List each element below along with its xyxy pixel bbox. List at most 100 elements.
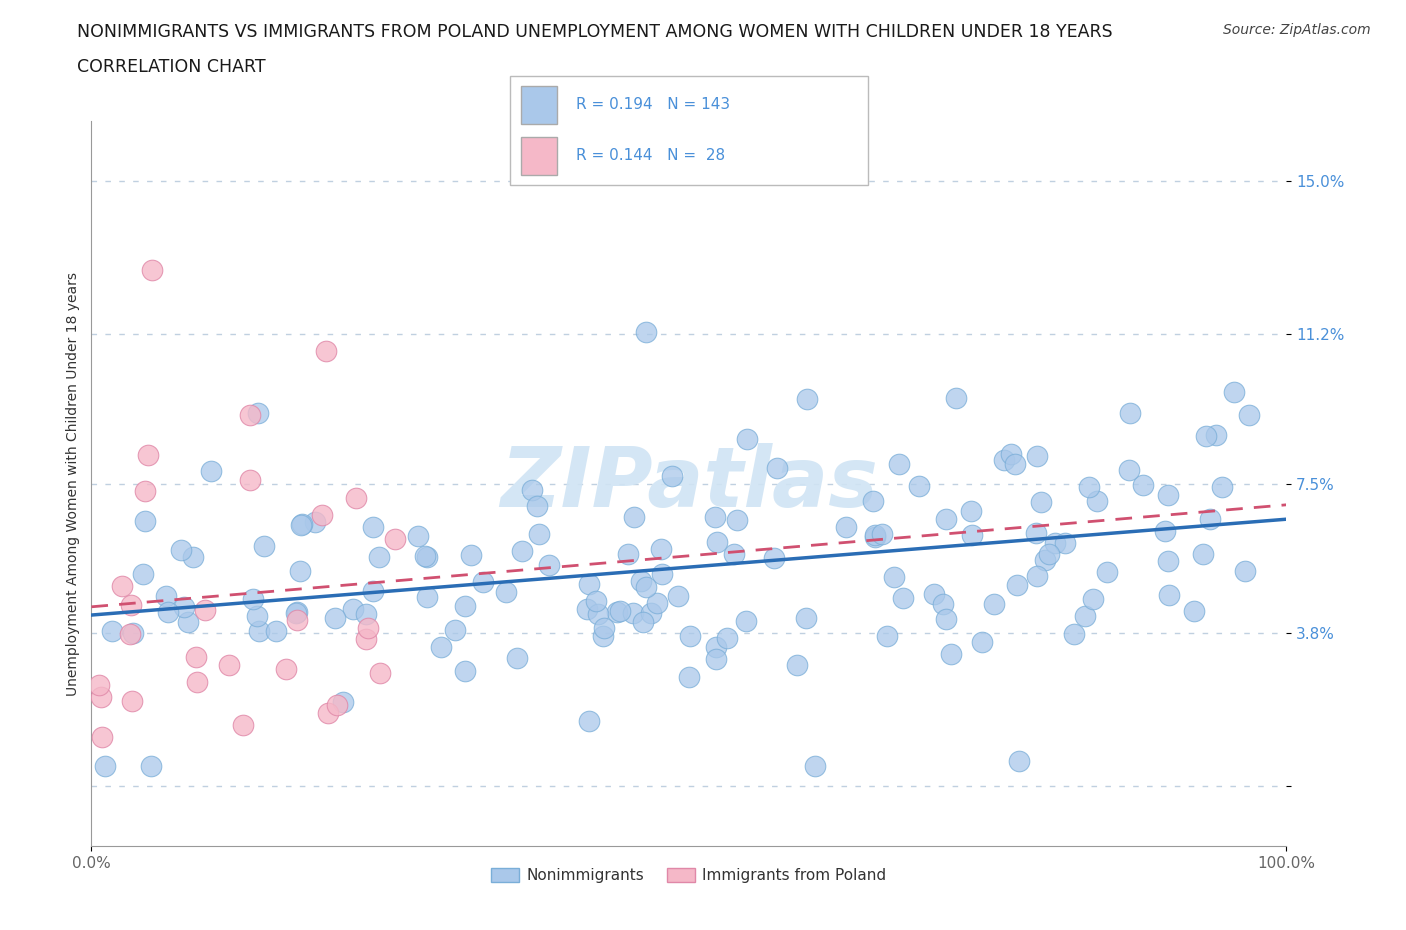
- Point: [1000, 446, 1022, 461]
- Point: [368, 666, 391, 681]
- Point: [239, 472, 262, 487]
- Point: [586, 607, 609, 622]
- Point: [367, 550, 389, 565]
- Point: [650, 542, 672, 557]
- Text: R = 0.194   N = 143: R = 0.194 N = 143: [575, 97, 730, 112]
- Point: [413, 549, 436, 564]
- Point: [169, 542, 191, 557]
- Point: [173, 600, 195, 615]
- Point: [526, 498, 548, 513]
- Text: ZIPatlas: ZIPatlas: [501, 443, 877, 525]
- Point: [762, 551, 785, 565]
- Point: [184, 649, 207, 664]
- Point: [734, 614, 756, 629]
- Point: [804, 758, 827, 773]
- Point: [1063, 627, 1085, 642]
- Point: [606, 604, 628, 619]
- Legend: Nonimmigrants, Immigrants from Poland: Nonimmigrants, Immigrants from Poland: [485, 862, 893, 889]
- Point: [1025, 569, 1047, 584]
- Point: [1004, 457, 1026, 472]
- Point: [576, 602, 599, 617]
- Point: [865, 527, 887, 542]
- Point: [661, 469, 683, 484]
- Point: [415, 550, 437, 565]
- Point: [100, 624, 122, 639]
- Point: [1025, 525, 1047, 540]
- Point: [960, 527, 983, 542]
- Point: [623, 510, 645, 525]
- Point: [134, 484, 156, 498]
- Point: [1005, 578, 1028, 592]
- Point: [651, 566, 673, 581]
- Point: [111, 578, 134, 593]
- Point: [1205, 427, 1227, 442]
- Point: [242, 591, 264, 606]
- Point: [1083, 591, 1105, 606]
- Point: [285, 613, 308, 628]
- Point: [621, 606, 644, 621]
- Point: [1234, 564, 1257, 578]
- Point: [1157, 488, 1180, 503]
- Point: [1045, 535, 1067, 550]
- Point: [1008, 753, 1031, 768]
- Point: [706, 639, 728, 654]
- Point: [247, 623, 270, 638]
- Point: [1157, 587, 1180, 602]
- Point: [706, 535, 728, 550]
- Point: [323, 610, 346, 625]
- Point: [290, 518, 312, 533]
- Point: [155, 588, 177, 603]
- Point: [765, 460, 787, 475]
- Point: [538, 557, 561, 572]
- Point: [1029, 495, 1052, 510]
- Point: [1192, 546, 1215, 561]
- Point: [134, 513, 156, 528]
- Point: [246, 608, 269, 623]
- Point: [232, 718, 254, 733]
- Point: [141, 262, 163, 277]
- Point: [136, 448, 159, 463]
- Point: [311, 508, 333, 523]
- Point: [87, 678, 110, 693]
- Point: [316, 706, 339, 721]
- Point: [361, 520, 384, 535]
- Point: [993, 453, 1015, 468]
- Point: [1095, 565, 1118, 579]
- Point: [640, 605, 662, 620]
- Point: [177, 615, 200, 630]
- Point: [276, 662, 298, 677]
- Point: [495, 585, 517, 600]
- Point: [194, 603, 217, 618]
- Point: [794, 610, 817, 625]
- Point: [609, 604, 631, 618]
- Text: CORRELATION CHART: CORRELATION CHART: [77, 58, 266, 75]
- Point: [454, 598, 477, 613]
- Point: [181, 550, 204, 565]
- Point: [361, 583, 384, 598]
- Point: [907, 479, 929, 494]
- Point: [430, 640, 453, 655]
- Point: [716, 631, 738, 645]
- Point: [939, 646, 962, 661]
- Text: R = 0.144   N =  28: R = 0.144 N = 28: [575, 149, 724, 164]
- Point: [1132, 478, 1154, 493]
- Point: [354, 606, 377, 621]
- Point: [285, 605, 308, 620]
- Point: [935, 512, 957, 527]
- Point: [1237, 408, 1260, 423]
- Point: [891, 591, 914, 605]
- Point: [727, 512, 749, 527]
- Point: [90, 730, 112, 745]
- Point: [139, 758, 162, 773]
- Point: [304, 514, 326, 529]
- Point: [945, 391, 967, 405]
- Point: [630, 574, 652, 589]
- Point: [253, 538, 276, 553]
- Point: [704, 510, 727, 525]
- Point: [1211, 479, 1233, 494]
- Point: [416, 590, 439, 604]
- Point: [887, 457, 910, 472]
- Point: [357, 620, 380, 635]
- Point: [332, 695, 354, 710]
- Point: [1199, 512, 1222, 526]
